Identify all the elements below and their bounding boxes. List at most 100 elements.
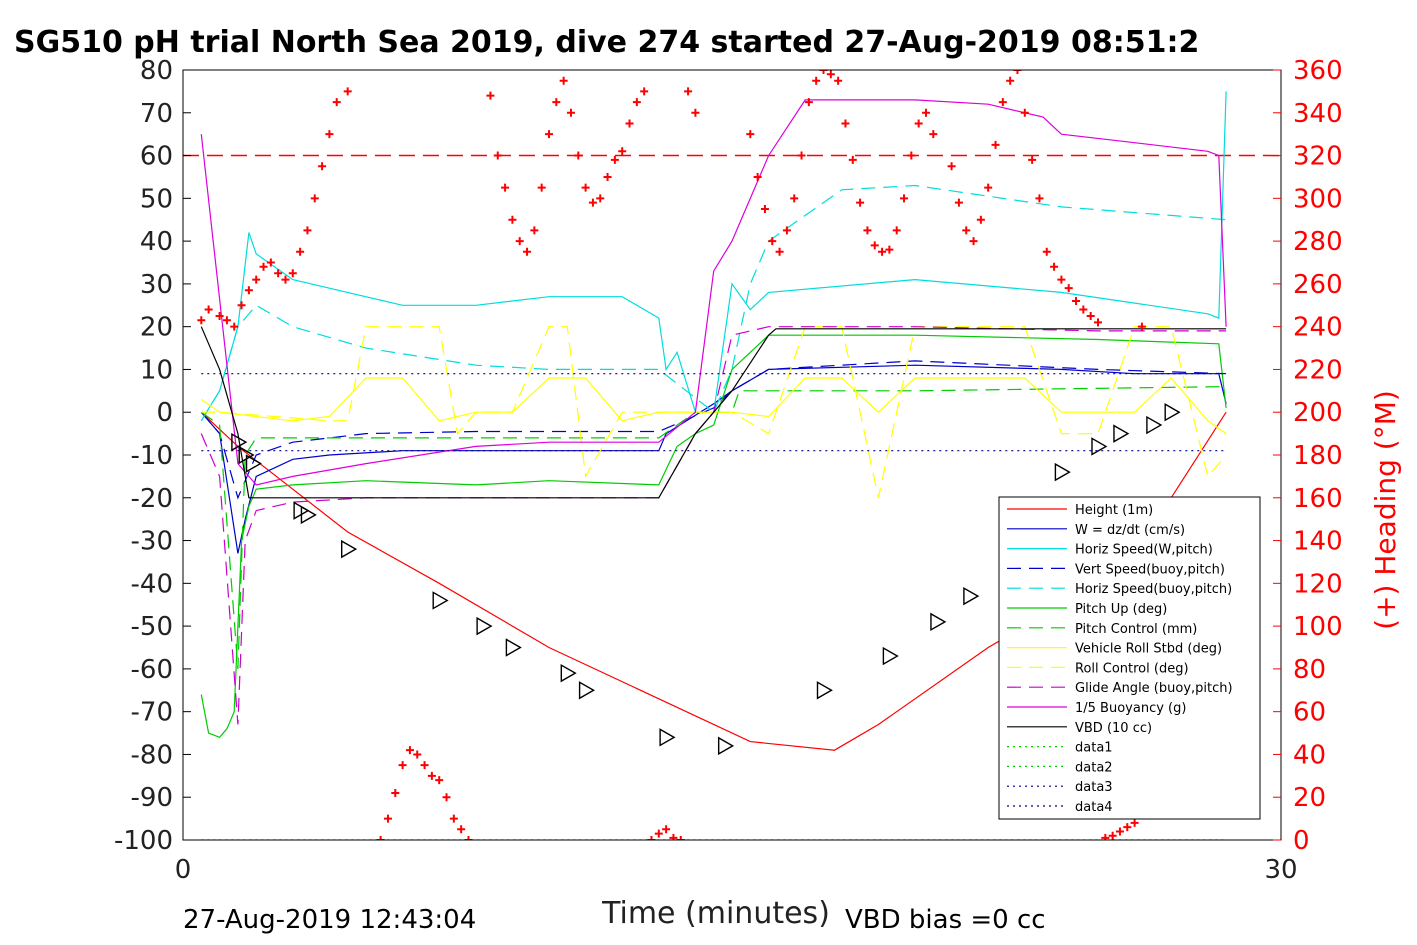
heading-point xyxy=(464,836,473,840)
heading-point xyxy=(1108,831,1117,840)
heading-point xyxy=(222,316,231,325)
y-tick-label: 50 xyxy=(140,184,173,214)
legend-label: Vert Speed(buoy,pitch) xyxy=(1075,562,1225,577)
heading-point xyxy=(647,836,656,840)
triangle-marker xyxy=(432,591,449,610)
heading-point xyxy=(976,215,985,224)
heading-point xyxy=(610,155,619,164)
heading-point xyxy=(929,130,938,139)
heading-point xyxy=(508,215,517,224)
y-tick-label: 80 xyxy=(140,56,173,86)
y-right-tick-label: 220 xyxy=(1293,355,1343,385)
triangle-marker xyxy=(578,681,596,700)
heading-point xyxy=(435,776,444,785)
series-layer xyxy=(183,70,1281,840)
legend-label: data2 xyxy=(1075,760,1113,775)
series-line-6 xyxy=(200,386,1227,669)
legend-label: Height (1m) xyxy=(1075,503,1153,518)
heading-point xyxy=(376,836,385,840)
series-line-4 xyxy=(200,184,1227,422)
heading-point xyxy=(427,771,436,780)
heading-point xyxy=(848,155,857,164)
y-right-tick-label: 300 xyxy=(1293,184,1343,214)
heading-point xyxy=(581,183,590,192)
heading-point xyxy=(1115,827,1124,836)
heading-point xyxy=(559,76,568,85)
heading-point xyxy=(900,194,909,203)
y-right-tick-label: 20 xyxy=(1293,783,1326,813)
heading-point xyxy=(523,247,532,256)
y-tick-label: 60 xyxy=(140,142,173,172)
heading-point xyxy=(1079,305,1088,314)
heading-point xyxy=(878,247,887,256)
triangle-marker xyxy=(963,586,980,606)
heading-point xyxy=(892,226,901,235)
heading-point xyxy=(596,194,605,203)
triangle-marker xyxy=(1146,415,1163,435)
triangle-marker xyxy=(1054,462,1071,482)
heading-point xyxy=(310,194,319,203)
heading-point xyxy=(252,275,261,284)
heading-point xyxy=(1094,318,1102,327)
heading-point xyxy=(669,833,678,840)
heading-point xyxy=(398,761,407,770)
heading-point xyxy=(947,162,956,171)
heading-point xyxy=(834,76,843,85)
heading-point xyxy=(552,98,561,107)
heading-point xyxy=(1130,818,1139,827)
y-tick-label: -20 xyxy=(131,484,173,514)
y-right-tick-label: 80 xyxy=(1293,655,1326,685)
heading-point xyxy=(640,87,649,96)
y-right-tick-label: 260 xyxy=(1293,270,1343,300)
heading-point xyxy=(493,151,502,160)
heading-point xyxy=(1028,155,1037,164)
heading-point xyxy=(1035,194,1044,203)
triangle-marker xyxy=(882,646,899,666)
triangle-marker xyxy=(930,612,947,632)
triangle-marker xyxy=(341,539,358,559)
heading-point xyxy=(962,226,971,235)
heading-point xyxy=(998,98,1007,107)
legend-label: 1/5 Buoyancy (g) xyxy=(1075,701,1186,716)
y-right-tick-label: 40 xyxy=(1293,740,1326,770)
heading-point xyxy=(969,237,978,246)
y-tick-label: -100 xyxy=(114,826,173,856)
heading-point xyxy=(1072,297,1081,305)
y-right-tick-label: 200 xyxy=(1293,398,1343,428)
heading-point xyxy=(215,311,224,320)
heading-point xyxy=(1086,311,1095,320)
heading-point xyxy=(420,761,429,770)
triangle-marker xyxy=(245,454,262,473)
triangle-marker xyxy=(659,728,676,747)
y-right-tick-label: 140 xyxy=(1293,527,1343,557)
triangle-marker xyxy=(816,681,833,700)
heading-point xyxy=(684,87,693,96)
heading-point xyxy=(1064,284,1073,293)
heading-point xyxy=(296,247,305,256)
heading-point xyxy=(625,119,634,128)
heading-point xyxy=(325,130,334,139)
heading-point xyxy=(515,237,524,246)
heading-point xyxy=(782,226,791,235)
triangle-marker xyxy=(717,736,735,756)
heading-point xyxy=(812,76,821,85)
heading-point xyxy=(870,241,879,250)
heading-point xyxy=(244,286,253,295)
heading-point xyxy=(753,172,762,181)
legend-label: Horiz Speed(buoy,pitch) xyxy=(1075,582,1232,597)
heading-point xyxy=(530,226,539,235)
heading-point xyxy=(303,226,312,235)
series-line-8 xyxy=(201,326,1227,498)
y-right-tick-label: 320 xyxy=(1293,142,1343,172)
series-line-10 xyxy=(200,99,1227,486)
y-tick-label: 30 xyxy=(140,270,173,300)
heading-point xyxy=(1013,70,1022,74)
heading-point xyxy=(204,305,213,314)
heading-point xyxy=(449,814,458,823)
heading-point xyxy=(281,275,290,284)
legend-label: Roll Control (deg) xyxy=(1075,661,1189,676)
heading-point xyxy=(566,108,575,117)
heading-point xyxy=(274,269,283,278)
heading-point xyxy=(457,825,466,834)
y-tick-label: -60 xyxy=(131,655,173,685)
